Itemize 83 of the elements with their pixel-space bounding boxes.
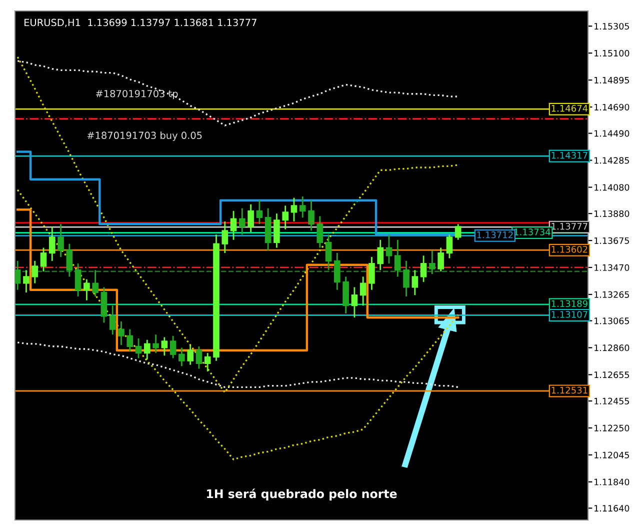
candlestick bbox=[84, 278, 90, 302]
candlestick bbox=[187, 344, 194, 366]
candlestick bbox=[316, 215, 324, 248]
y-tick-label: 1.13265 bbox=[594, 291, 629, 298]
candlestick bbox=[274, 212, 280, 248]
candlestick bbox=[170, 335, 176, 359]
annotation: #1870191703 buy 0.05 bbox=[87, 132, 202, 141]
candlestick bbox=[342, 276, 349, 314]
candlestick bbox=[126, 328, 134, 352]
candlestick bbox=[178, 347, 185, 367]
candlestick bbox=[135, 338, 142, 359]
candlestick bbox=[308, 200, 314, 232]
candlestick bbox=[230, 210, 237, 241]
line-series bbox=[16, 342, 459, 388]
candlestick bbox=[420, 254, 427, 283]
candlestick bbox=[325, 234, 332, 271]
y-tick-label: 1.14690 bbox=[594, 104, 630, 110]
ref-line-label: 1.12531 bbox=[552, 386, 588, 394]
candlestick bbox=[351, 286, 358, 318]
line-series bbox=[16, 60, 459, 126]
candlestick bbox=[377, 239, 384, 271]
y-tick-label: 1.13880 bbox=[594, 210, 630, 217]
candlestick bbox=[109, 304, 116, 336]
candlestick bbox=[161, 336, 168, 356]
candlestick bbox=[248, 204, 254, 233]
candlestick bbox=[48, 226, 56, 262]
candlestick bbox=[152, 334, 159, 354]
candlestick bbox=[23, 269, 30, 294]
ref-line-label: 1.14317 bbox=[552, 152, 588, 159]
candlestick bbox=[386, 234, 392, 264]
ref-line-label: 1.13602 bbox=[552, 246, 588, 253]
annotation: #1870191703 tp bbox=[96, 90, 178, 100]
candlestick bbox=[92, 269, 98, 298]
candlestick bbox=[100, 286, 108, 324]
y-tick-label: 1.11640 bbox=[594, 504, 630, 512]
y-tick-label: 1.14080 bbox=[594, 184, 630, 191]
y-tick-label: 1.13675 bbox=[594, 237, 629, 244]
y-tick-label: 1.14895 bbox=[594, 76, 629, 84]
candlestick bbox=[334, 252, 340, 291]
candlestick bbox=[32, 260, 38, 284]
candlestick bbox=[15, 260, 21, 291]
y-tick-label: 1.13470 bbox=[594, 264, 630, 271]
ref-line-label: 1.14674 bbox=[552, 104, 588, 112]
y-tick-label: 1.12655 bbox=[594, 371, 629, 378]
y-tick-label: 1.14490 bbox=[594, 130, 630, 137]
candlestick bbox=[66, 243, 73, 278]
y-tick-label: 1.13065 bbox=[594, 318, 629, 324]
ref-line-label: 1.13777 bbox=[552, 222, 588, 230]
candlestick bbox=[412, 269, 418, 296]
y-tick-label: 1.12860 bbox=[594, 344, 630, 352]
y-tick-label: 1.14285 bbox=[594, 157, 629, 164]
y-tick-label: 1.15305 bbox=[594, 22, 629, 30]
candlestick bbox=[40, 247, 47, 272]
candlestick bbox=[58, 223, 64, 258]
ref-line-label: 1.13189 bbox=[552, 300, 588, 308]
y-tick-label: 1.15100 bbox=[594, 50, 630, 57]
candlestick bbox=[239, 208, 246, 236]
candlestick bbox=[144, 339, 150, 360]
y-tick-label: 1.12455 bbox=[594, 398, 629, 404]
ref-line-label: 1.13107 bbox=[552, 311, 588, 318]
candlestick bbox=[196, 346, 202, 370]
candlestick bbox=[256, 200, 263, 225]
candlestick bbox=[118, 320, 124, 346]
candlestick bbox=[403, 260, 410, 298]
y-tick-label: 1.12250 bbox=[594, 424, 630, 432]
candlestick bbox=[429, 250, 436, 275]
candlestick bbox=[454, 223, 462, 241]
candlestick bbox=[222, 220, 228, 254]
candlestick bbox=[360, 276, 366, 306]
candlestick bbox=[74, 262, 82, 298]
candlestick bbox=[290, 197, 298, 222]
candlestick bbox=[446, 234, 453, 259]
text: EURUSD,H1 1.13699 1.13797 1.13681 1.13777 bbox=[24, 18, 256, 28]
candlestick bbox=[299, 196, 306, 218]
y-tick-label: 1.12045 bbox=[594, 452, 629, 458]
candlestick bbox=[394, 239, 401, 278]
candlestick bbox=[368, 256, 375, 291]
y-tick-label: 1.11840 bbox=[594, 478, 630, 486]
ref-line-label: 1.13712 bbox=[477, 231, 513, 238]
candlestick bbox=[282, 204, 288, 230]
candlestick bbox=[438, 247, 444, 272]
candlestick bbox=[204, 352, 211, 372]
annotation: 1H será quebrado pelo norte bbox=[207, 488, 397, 500]
